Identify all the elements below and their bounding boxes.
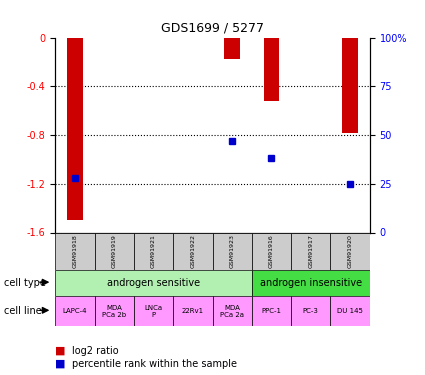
Bar	[134, 296, 173, 326]
Text: 22Rv1: 22Rv1	[182, 308, 204, 314]
Bar	[252, 232, 291, 270]
Bar	[55, 232, 94, 270]
Bar	[331, 232, 370, 270]
Text: GSM91919: GSM91919	[112, 234, 117, 268]
Bar	[212, 232, 252, 270]
Bar	[134, 232, 173, 270]
Text: log2 ratio: log2 ratio	[72, 346, 119, 355]
Bar	[252, 296, 291, 326]
Text: GSM91922: GSM91922	[190, 234, 196, 268]
Bar	[291, 232, 331, 270]
Bar	[291, 296, 331, 326]
Bar	[264, 38, 279, 101]
Bar	[55, 296, 94, 326]
Text: GSM91921: GSM91921	[151, 234, 156, 268]
Text: percentile rank within the sample: percentile rank within the sample	[72, 359, 237, 369]
Text: GSM91917: GSM91917	[308, 234, 313, 268]
Text: cell line: cell line	[4, 306, 42, 316]
Title: GDS1699 / 5277: GDS1699 / 5277	[161, 22, 264, 35]
Bar	[173, 232, 212, 270]
Bar	[342, 38, 358, 133]
Text: LAPC-4: LAPC-4	[62, 308, 87, 314]
Bar	[94, 296, 134, 326]
Bar	[94, 232, 134, 270]
Bar	[252, 270, 370, 296]
Text: PPC-1: PPC-1	[261, 308, 281, 314]
Text: ■: ■	[55, 346, 66, 355]
Text: MDA
PCa 2a: MDA PCa 2a	[220, 305, 244, 318]
Bar	[173, 296, 212, 326]
Text: LNCa
P: LNCa P	[144, 305, 163, 318]
Bar	[55, 270, 252, 296]
Text: androgen sensitive: androgen sensitive	[107, 278, 200, 288]
Bar	[331, 296, 370, 326]
Text: GSM91918: GSM91918	[72, 234, 77, 268]
Text: cell type: cell type	[4, 278, 46, 288]
Text: GSM91920: GSM91920	[348, 234, 353, 268]
Text: GSM91916: GSM91916	[269, 234, 274, 268]
Text: GSM91923: GSM91923	[230, 234, 235, 268]
Text: androgen insensitive: androgen insensitive	[260, 278, 362, 288]
Bar	[224, 38, 240, 59]
Text: DU 145: DU 145	[337, 308, 363, 314]
Text: MDA
PCa 2b: MDA PCa 2b	[102, 305, 126, 318]
Text: ■: ■	[55, 359, 66, 369]
Bar	[67, 38, 83, 220]
Bar	[212, 296, 252, 326]
Text: PC-3: PC-3	[303, 308, 319, 314]
